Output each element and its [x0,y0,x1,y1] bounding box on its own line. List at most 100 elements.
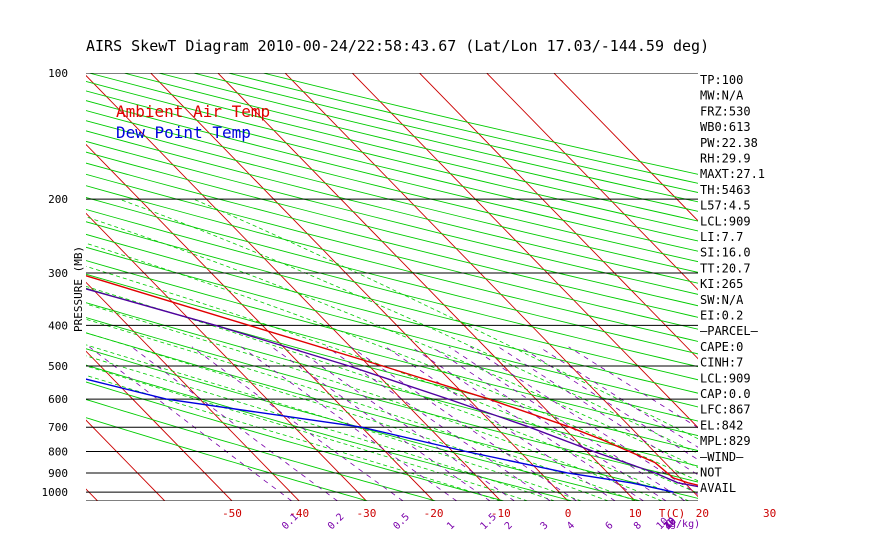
chart-title: AIRS SkewT Diagram 2010-00-24/22:58:43.6… [86,37,709,55]
dry-adiabat-line [86,273,698,437]
bottom-temp-tick-label: 20 [696,507,709,520]
dry-adiabat-line [86,364,573,501]
stability-index-label: SI:16.0 [700,246,751,260]
dry-adiabat-line [158,73,698,203]
stability-index-label: WB0:613 [700,120,751,134]
dry-adiabat-line [86,381,505,501]
plot-area [86,73,698,501]
stability-index-label: TH:5463 [700,183,751,197]
pressure-tick-label: 400 [48,319,68,332]
pressure-tick-label: 100 [48,67,68,80]
stability-index-label: MW:N/A [700,89,744,103]
mixing-ratio-tick-label: 0.5 [391,512,412,533]
mixing-ratio-line [88,346,292,501]
isotherm-line [553,73,698,222]
moist-adiabat-line [86,374,501,501]
mixing-ratio-line [448,346,686,501]
moist-adiabat-line [86,216,698,468]
pressure-tick-label: 900 [48,467,68,480]
bottom-temp-tick-label: -30 [356,507,376,520]
stability-index-label: CAPE:0 [700,340,743,354]
stability-index-label: EL:842 [700,418,743,432]
stability-index-label: AVAIL [700,481,736,495]
pressure-tick-label: 800 [48,446,68,459]
mixing-ratio-tick-label: 2 [503,520,515,532]
legend: Ambient Air Temp Dew Point Temp [116,102,270,142]
legend-ambient-air-temp: Ambient Air Temp [116,102,270,121]
mixing-ratio-line [498,346,698,476]
mixing-ratio-line [326,346,551,501]
stability-index-label: EI:0.2 [700,309,743,323]
stability-index-label: —PARCEL— [700,324,759,338]
mixing-ratio-line [293,346,515,501]
dry-adiabat-lines [86,73,698,501]
profile-series [86,275,698,493]
stability-index-label: RH:29.9 [700,152,751,166]
mixing-ratio-tick-label: 6 [604,520,616,532]
isotherm-lines [86,73,698,501]
stability-index-label: LCL:909 [700,371,751,385]
stability-index-label: KI:265 [700,277,743,291]
stability-index-label: —WIND— [700,450,744,464]
series-line [86,275,698,486]
pressure-tick-label: 500 [48,360,68,373]
stability-index-label: CAP:0.0 [700,387,751,401]
mixing-ratio-tick-label: 1 [445,520,457,532]
moist-adiabat-line [86,355,555,501]
bottom-temp-tick-label: -50 [222,507,242,520]
stability-index-label: TT:20.7 [700,261,751,275]
mixing-ratio-line [411,346,644,501]
dry-adiabat-line [86,233,698,394]
bottom-temp-tick-label: 0 [565,507,572,520]
mixing-ratio-unit-label: (g/kg) [664,519,700,530]
mixing-ratio-tick-label: 4 [565,520,577,532]
stability-index-label: LI:7.7 [700,230,743,244]
isotherm-line [86,350,233,501]
dry-adiabat-line [86,120,698,273]
mixing-ratio-line [520,346,698,461]
bottom-temp-tick-label: -40 [289,507,309,520]
dry-adiabat-line [86,173,698,330]
dry-adiabat-line [86,287,698,452]
isotherm-line [284,73,698,498]
bottom-temp-tick-label: -10 [491,507,511,520]
dry-adiabat-line [86,302,698,467]
stability-index-label: FRZ:530 [700,104,751,118]
stability-index-label: MPL:829 [700,434,751,448]
dry-adiabat-line [86,246,698,408]
pressure-tick-label: 1000 [42,486,69,499]
dry-adiabat-line [86,208,698,368]
moist-adiabat-line [86,242,698,482]
pressure-tick-label: 300 [48,267,68,280]
moist-adiabat-line [86,285,690,501]
dry-adiabat-line [86,317,698,483]
mixing-ratio-lines [88,346,698,501]
moist-adiabat-line [119,198,698,454]
mixing-ratio-line [271,346,491,501]
stability-index-label: PW:22.38 [700,136,758,150]
isotherm-line [86,281,300,501]
moist-adiabat-line [86,318,636,501]
series-line [86,288,698,488]
pressure-axis: 100 200 300 400 500 600 700 800 900 1000 [42,67,69,499]
dry-adiabat-line [86,140,698,295]
isobar-lines [86,73,698,501]
dry-adiabat-line [86,221,698,381]
stability-index-label: LFC:867 [700,403,751,417]
dry-adiabat-line [86,332,698,499]
temp-unit-label: T(C) [659,507,686,520]
mixing-ratio-line [568,346,698,429]
mixing-ratio-line [191,346,404,501]
isotherm-line [86,143,434,501]
series-line [86,378,674,493]
moist-adiabat-line [86,332,609,501]
mixing-ratio-line [240,346,458,501]
dry-adiabat-line [86,348,641,501]
bottom-temp-tick-label: 30 [763,507,776,520]
stability-index-label: LCL:909 [700,214,751,228]
stability-index-label: TP:100 [700,73,743,87]
isotherm-line [486,73,698,291]
stability-index-label: MAXT:27.1 [700,167,765,181]
dry-adiabat-line [86,185,698,342]
